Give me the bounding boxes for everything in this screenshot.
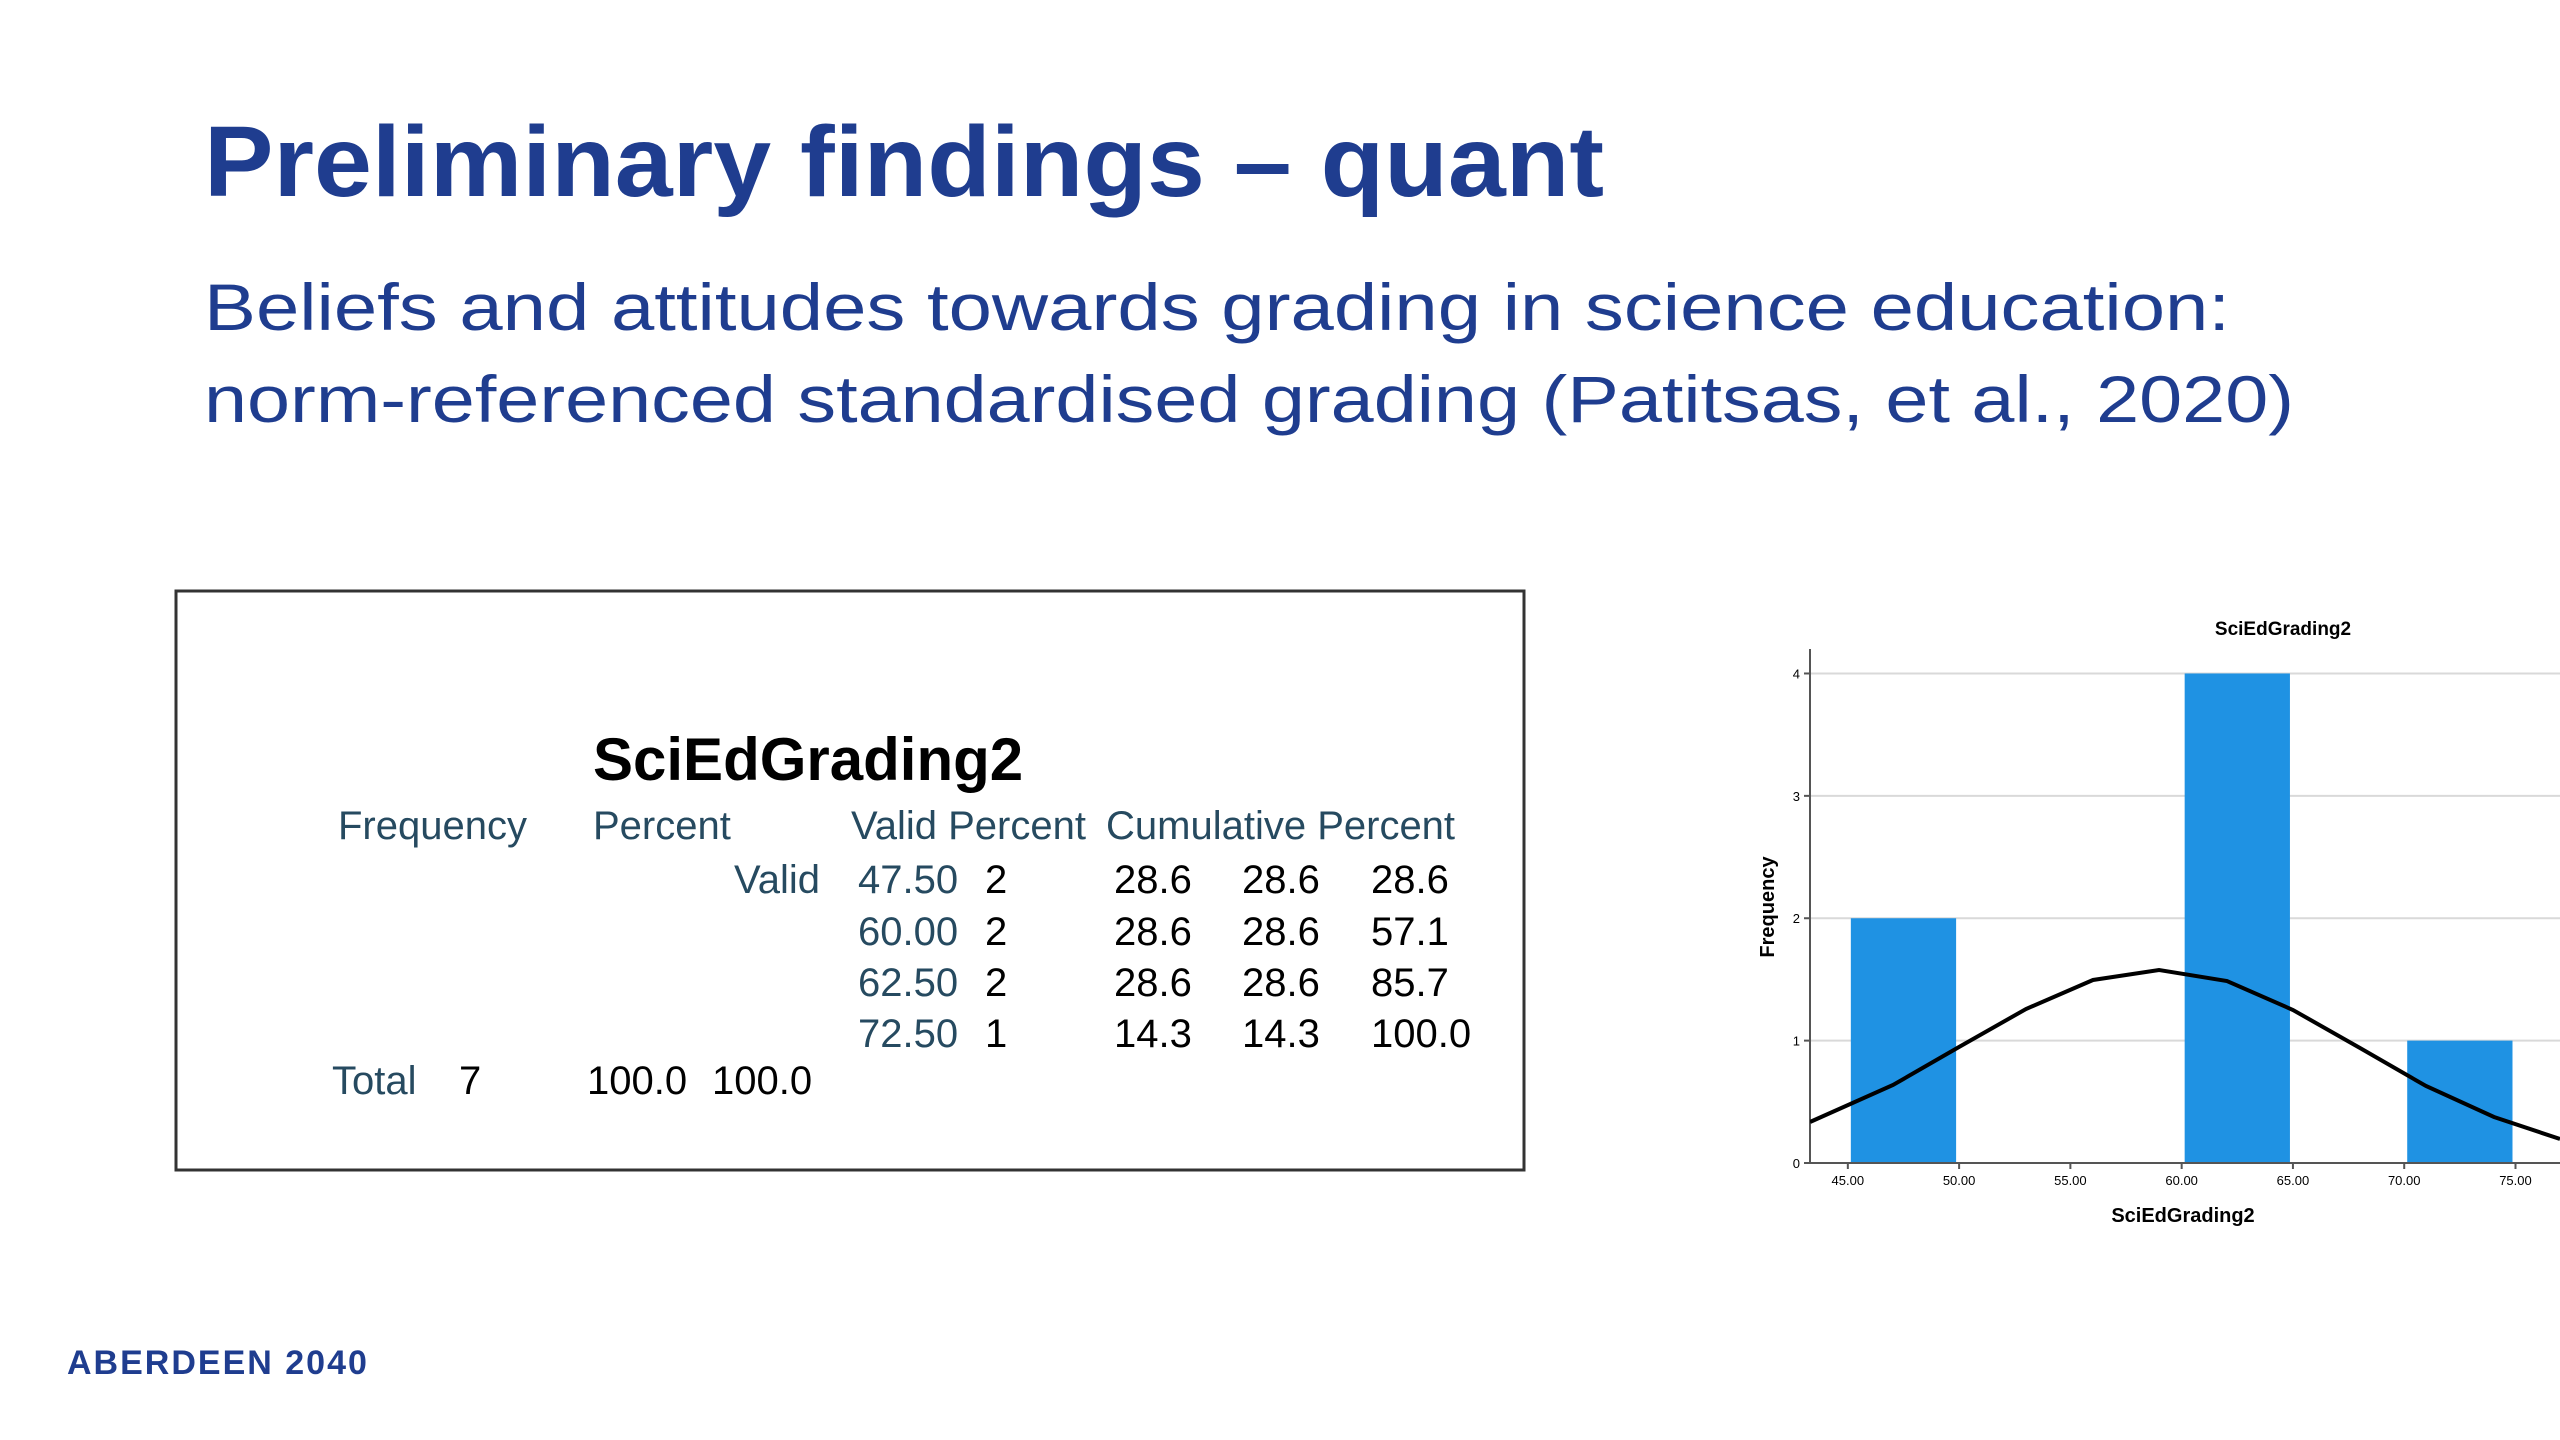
cell: 57.1 bbox=[1371, 910, 1449, 954]
total-cell: 100.0 bbox=[587, 1059, 687, 1103]
cell: 100.0 bbox=[1371, 1012, 1471, 1056]
slide-title: Preliminary findings – quant bbox=[204, 106, 1604, 218]
cell: 2 bbox=[985, 910, 1007, 954]
cell: 14.3 bbox=[1114, 1012, 1192, 1056]
cell: 14.3 bbox=[1242, 1012, 1320, 1056]
total-cell: 100.0 bbox=[712, 1059, 812, 1103]
x-tick-label: 45.00 bbox=[1832, 1173, 1865, 1188]
y-axis-label: Frequency bbox=[1757, 856, 1779, 958]
cell: 2 bbox=[985, 858, 1007, 902]
cell: 28.6 bbox=[1114, 910, 1192, 954]
y-tick-label: 1 bbox=[1793, 1034, 1800, 1049]
chart-title: SciEdGrading2 bbox=[2215, 619, 2351, 640]
column-header: Cumulative Percent bbox=[1106, 804, 1455, 848]
table-frame bbox=[174, 589, 1526, 1172]
cell: 28.6 bbox=[1242, 910, 1320, 954]
cell: 28.6 bbox=[1371, 858, 1449, 902]
row-value: 47.50 bbox=[858, 858, 958, 902]
table: Frequency Percent Valid Percent Cumulative … bbox=[332, 804, 1471, 1103]
column-header: Frequency bbox=[338, 804, 527, 848]
footer: ABERDEEN 2040 bbox=[67, 1344, 369, 1382]
x-tick-label: 70.00 bbox=[2388, 1173, 2421, 1188]
table-title: SciEdGrading2 bbox=[593, 726, 1023, 793]
y-tick-label: 0 bbox=[1793, 1156, 1800, 1171]
normal-curve bbox=[1810, 967, 2560, 1141]
y-tick-label: 3 bbox=[1793, 789, 1800, 804]
row-label: Valid bbox=[734, 858, 820, 902]
x-tick-label: 75.00 bbox=[2499, 1173, 2532, 1188]
x-tick-label: 65.00 bbox=[2277, 1173, 2310, 1188]
cell: 28.6 bbox=[1114, 858, 1192, 902]
row-value: 60.00 bbox=[858, 910, 958, 954]
subtitle-line: norm-referenced standardised grading (Pa… bbox=[204, 362, 2294, 436]
total-label: Total bbox=[332, 1059, 417, 1103]
cell: 2 bbox=[985, 961, 1007, 1005]
cell: 28.6 bbox=[1242, 961, 1320, 1005]
histogram: SciEdGrading2 SciEdGrading2 Frequency 0 1 2 3 4… bbox=[1757, 619, 2560, 1227]
x-axis-label: SciEdGrading2 bbox=[2111, 1205, 2254, 1227]
column-header: Valid Percent bbox=[851, 804, 1086, 848]
x-tick-label: 50.00 bbox=[1943, 1173, 1976, 1188]
x-tick-label: 55.00 bbox=[2054, 1173, 2087, 1188]
cell: 28.6 bbox=[1114, 961, 1192, 1005]
cell: 28.6 bbox=[1242, 858, 1320, 902]
row-value: 72.50 bbox=[858, 1012, 958, 1056]
subtitle-line: Beliefs and attitudes towards grading in… bbox=[204, 270, 2230, 344]
bar bbox=[1850, 918, 1957, 1163]
row-value: 62.50 bbox=[858, 961, 958, 1005]
y-tick-label: 2 bbox=[1793, 911, 1800, 926]
column-header: Percent bbox=[593, 804, 731, 848]
total-cell: 7 bbox=[459, 1059, 481, 1103]
y-tick-label: 4 bbox=[1793, 666, 1800, 681]
cell: 1 bbox=[985, 1012, 1007, 1056]
bar bbox=[2184, 673, 2290, 1163]
cell: 85.7 bbox=[1371, 961, 1449, 1005]
x-tick-label: 60.00 bbox=[2165, 1173, 2198, 1188]
